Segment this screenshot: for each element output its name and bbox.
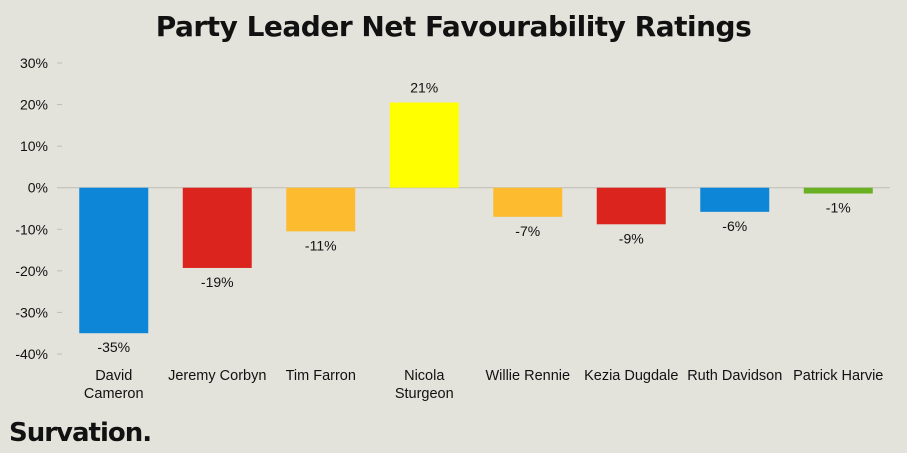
x-category-label: Kezia Dugdale: [584, 368, 678, 384]
x-category-label-line: Tim Farron: [286, 368, 356, 384]
x-category-label: Willie Rennie: [485, 368, 570, 384]
x-category-label: David Cameron: [84, 368, 144, 402]
bar: [389, 102, 459, 188]
x-category-label-line: Nicola: [404, 368, 445, 384]
chart-title: Party Leader Net Favourability Ratings: [155, 10, 752, 43]
data-label: -35%: [97, 339, 130, 355]
bar: [79, 187, 149, 334]
bar: [803, 187, 873, 194]
y-tick-label: -20%: [15, 263, 48, 279]
x-category-label-line: Willie Rennie: [485, 368, 570, 384]
data-label: -1%: [826, 200, 851, 216]
bar: [493, 187, 563, 217]
data-label: 21%: [410, 79, 438, 95]
data-label: -11%: [305, 237, 337, 253]
data-label: -19%: [201, 274, 234, 290]
y-tick-label: -10%: [15, 221, 48, 237]
bars-group: [79, 102, 873, 334]
data-label: -9%: [619, 230, 644, 246]
data-label: -6%: [722, 218, 747, 234]
x-category-label-line: Jeremy Corbyn: [168, 368, 266, 384]
bar: [700, 187, 770, 212]
x-category-label-line: Ruth Davidson: [687, 368, 782, 384]
x-category-label: Tim Farron: [286, 368, 356, 384]
x-category-label: Nicola Sturgeon: [395, 368, 454, 402]
bar: [182, 187, 252, 268]
bar: [596, 187, 666, 225]
x-category-label-line: Kezia Dugdale: [584, 368, 678, 384]
y-tick-label: 0%: [28, 180, 48, 196]
x-category-label: Patrick Harvie: [793, 368, 883, 384]
y-tick-label: -30%: [15, 304, 48, 320]
y-tick-label: 30%: [20, 55, 48, 71]
data-labels-group: -35% -19% -11% 21% -7% -9% -6% -1%: [97, 79, 850, 355]
x-axis-labels: David Cameron Jeremy Corbyn Tim Farron Nicol…: [84, 368, 883, 402]
bar: [286, 187, 356, 232]
y-tick-label: -40%: [15, 346, 48, 362]
x-category-label: Ruth Davidson: [687, 368, 782, 384]
x-category-label-line: Cameron: [84, 386, 144, 402]
y-tick-label: 10%: [20, 138, 48, 154]
survation-logo: Survation.: [9, 418, 152, 448]
x-category-label-line: Patrick Harvie: [793, 368, 883, 384]
x-category-label: Jeremy Corbyn: [168, 368, 266, 384]
x-category-label-line: Sturgeon: [395, 386, 454, 402]
y-tick-label: 20%: [20, 97, 48, 113]
x-category-label-line: David: [95, 368, 132, 384]
data-label: -7%: [515, 223, 540, 239]
